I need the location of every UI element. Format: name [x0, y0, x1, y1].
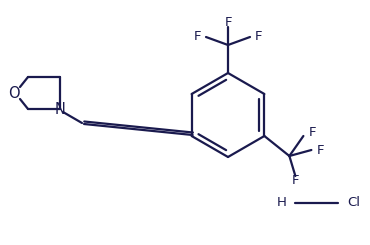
Text: N: N [54, 101, 65, 117]
Text: H: H [277, 196, 287, 209]
Text: O: O [8, 86, 20, 100]
Text: F: F [255, 30, 262, 44]
Text: F: F [292, 174, 299, 187]
Text: F: F [316, 144, 324, 157]
Text: F: F [194, 30, 201, 44]
Text: F: F [224, 15, 232, 28]
Text: F: F [308, 125, 316, 138]
Text: Cl: Cl [347, 196, 360, 209]
